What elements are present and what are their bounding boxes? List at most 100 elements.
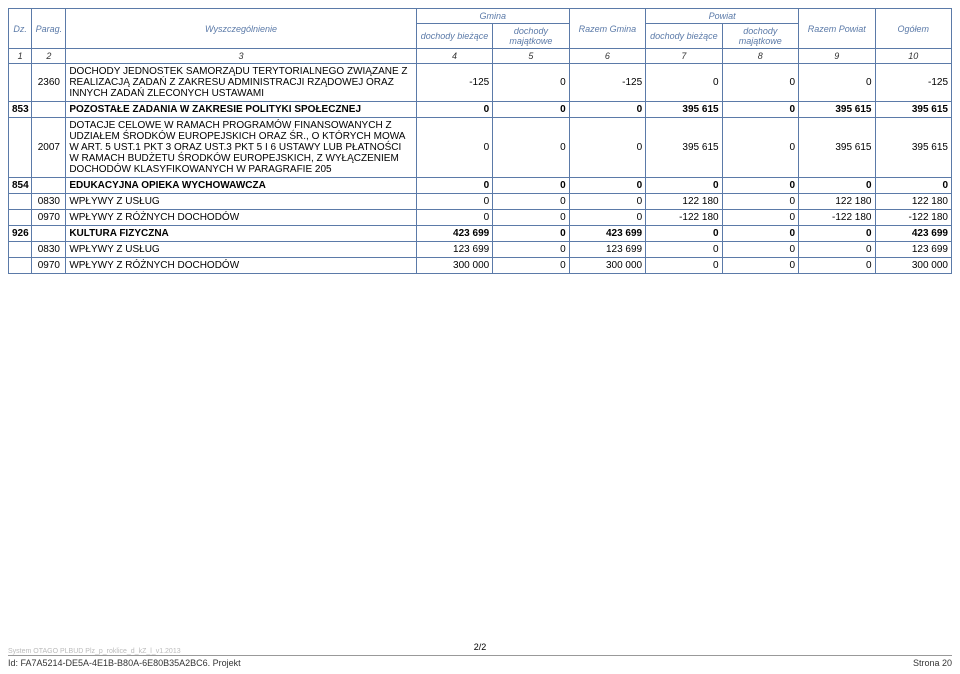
table-cell: 0 [416, 118, 492, 178]
table-cell: 0 [569, 118, 645, 178]
table-cell [9, 64, 32, 102]
table-cell: KULTURA FIZYCZNA [66, 226, 416, 242]
table-cell: WPŁYWY Z USŁUG [66, 194, 416, 210]
table-cell: 0 [799, 226, 875, 242]
table-cell: 0 [646, 242, 722, 258]
table-cell: 123 699 [416, 242, 492, 258]
table-cell: 0 [646, 64, 722, 102]
table-cell: 0 [493, 226, 569, 242]
column-number-row: 1 2 3 4 5 6 7 8 9 10 [9, 49, 952, 64]
table-cell: 300 000 [416, 258, 492, 274]
table-cell: 0970 [32, 258, 66, 274]
table-cell: 0 [416, 102, 492, 118]
table-cell: 395 615 [875, 102, 952, 118]
table-cell: 0 [799, 64, 875, 102]
hdr-powiat: Powiat [646, 9, 799, 24]
table-cell: 0 [493, 194, 569, 210]
table-cell: 123 699 [569, 242, 645, 258]
table-cell: 0 [722, 210, 798, 226]
hdr-rg: Razem Gmina [569, 9, 645, 49]
table-cell: 0 [493, 102, 569, 118]
table-cell: 0 [493, 210, 569, 226]
table-cell: 0 [799, 178, 875, 194]
hdr-og: Ogółem [875, 9, 952, 49]
table-cell: 0 [493, 178, 569, 194]
table-row: 0830WPŁYWY Z USŁUG000122 1800122 180122 … [9, 194, 952, 210]
table-cell: 853 [9, 102, 32, 118]
table-cell: 0 [722, 194, 798, 210]
table-cell: 0 [569, 178, 645, 194]
table-cell: -125 [416, 64, 492, 102]
table-cell: DOTACJE CELOWE W RAMACH PROGRAMÓW FINANS… [66, 118, 416, 178]
table-cell: 0 [722, 102, 798, 118]
table-cell: -122 180 [646, 210, 722, 226]
table-cell: WPŁYWY Z RÓŻNYCH DOCHODÓW [66, 210, 416, 226]
table-row: 854EDUKACYJNA OPIEKA WYCHOWAWCZA0000000 [9, 178, 952, 194]
table-cell [9, 194, 32, 210]
table-cell: 0 [416, 178, 492, 194]
hdr-gmina-dm: dochody majątkowe [493, 24, 569, 49]
footer-system-text: System OTAGO PLBUD Plz_p_roklice_d_kZ_l_… [8, 648, 952, 655]
table-cell: 122 180 [646, 194, 722, 210]
budget-table: Dz. Parag. Wyszczególnienie Gmina Razem … [8, 8, 952, 274]
table-cell: 2360 [32, 64, 66, 102]
table-cell [9, 118, 32, 178]
hdr-gmina-db: dochody bieżące [416, 24, 492, 49]
table-cell: 0 [569, 210, 645, 226]
hdr-dz: Dz. [9, 9, 32, 49]
table-cell: 395 615 [646, 118, 722, 178]
hdr-rp: Razem Powiat [799, 9, 875, 49]
table-cell [32, 102, 66, 118]
table-cell: 0 [799, 242, 875, 258]
table-cell: 0 [569, 102, 645, 118]
table-cell: EDUKACYJNA OPIEKA WYCHOWAWCZA [66, 178, 416, 194]
table-cell: 2007 [32, 118, 66, 178]
table-cell: 0 [722, 242, 798, 258]
table-cell: 0 [416, 194, 492, 210]
footer-strona: Strona 20 [913, 658, 952, 668]
table-cell: 423 699 [569, 226, 645, 242]
table-cell: 395 615 [799, 118, 875, 178]
table-cell: 0830 [32, 242, 66, 258]
table-cell: 423 699 [416, 226, 492, 242]
hdr-powiat-db: dochody bieżące [646, 24, 722, 49]
table-cell [9, 210, 32, 226]
table-cell: 926 [9, 226, 32, 242]
table-cell: 122 180 [799, 194, 875, 210]
hdr-wys: Wyszczególnienie [66, 9, 416, 49]
table-cell: 0 [646, 258, 722, 274]
table-cell: 0 [493, 118, 569, 178]
table-row: 0970WPŁYWY Z RÓŻNYCH DOCHODÓW000-122 180… [9, 210, 952, 226]
table-cell: POZOSTAŁE ZADANIA W ZAKRESIE POLITYKI SP… [66, 102, 416, 118]
table-cell: 395 615 [646, 102, 722, 118]
table-row: 926KULTURA FIZYCZNA423 6990423 699000423… [9, 226, 952, 242]
table-cell [9, 242, 32, 258]
table-cell: 0 [799, 258, 875, 274]
table-cell [9, 258, 32, 274]
footer-id: Id: FA7A5214-DE5A-4E1B-B80A-6E80B35A2BC6… [8, 658, 241, 668]
table-row: 2007DOTACJE CELOWE W RAMACH PROGRAMÓW FI… [9, 118, 952, 178]
table-cell: 0 [416, 210, 492, 226]
page-footer: System OTAGO PLBUD Plz_p_roklice_d_kZ_l_… [8, 648, 952, 668]
table-cell: DOCHODY JEDNOSTEK SAMORZĄDU TERYTORIALNE… [66, 64, 416, 102]
table-row: 0970WPŁYWY Z RÓŻNYCH DOCHODÓW300 0000300… [9, 258, 952, 274]
table-cell: 423 699 [875, 226, 952, 242]
table-cell: 395 615 [875, 118, 952, 178]
table-cell: WPŁYWY Z RÓŻNYCH DOCHODÓW [66, 258, 416, 274]
table-cell: -125 [569, 64, 645, 102]
table-cell: 0 [569, 194, 645, 210]
table-header: Dz. Parag. Wyszczególnienie Gmina Razem … [9, 9, 952, 64]
table-cell: -122 180 [799, 210, 875, 226]
table-cell: 0 [875, 178, 952, 194]
hdr-powiat-dm: dochody majątkowe [722, 24, 798, 49]
table-cell: -122 180 [875, 210, 952, 226]
table-cell [32, 226, 66, 242]
table-cell: 0830 [32, 194, 66, 210]
table-cell: 0 [493, 242, 569, 258]
table-cell: 0 [722, 118, 798, 178]
hdr-gmina: Gmina [416, 9, 569, 24]
table-cell: 0 [646, 226, 722, 242]
table-cell: 123 699 [875, 242, 952, 258]
table-cell: 0 [722, 64, 798, 102]
table-body: 2360DOCHODY JEDNOSTEK SAMORZĄDU TERYTORI… [9, 64, 952, 274]
